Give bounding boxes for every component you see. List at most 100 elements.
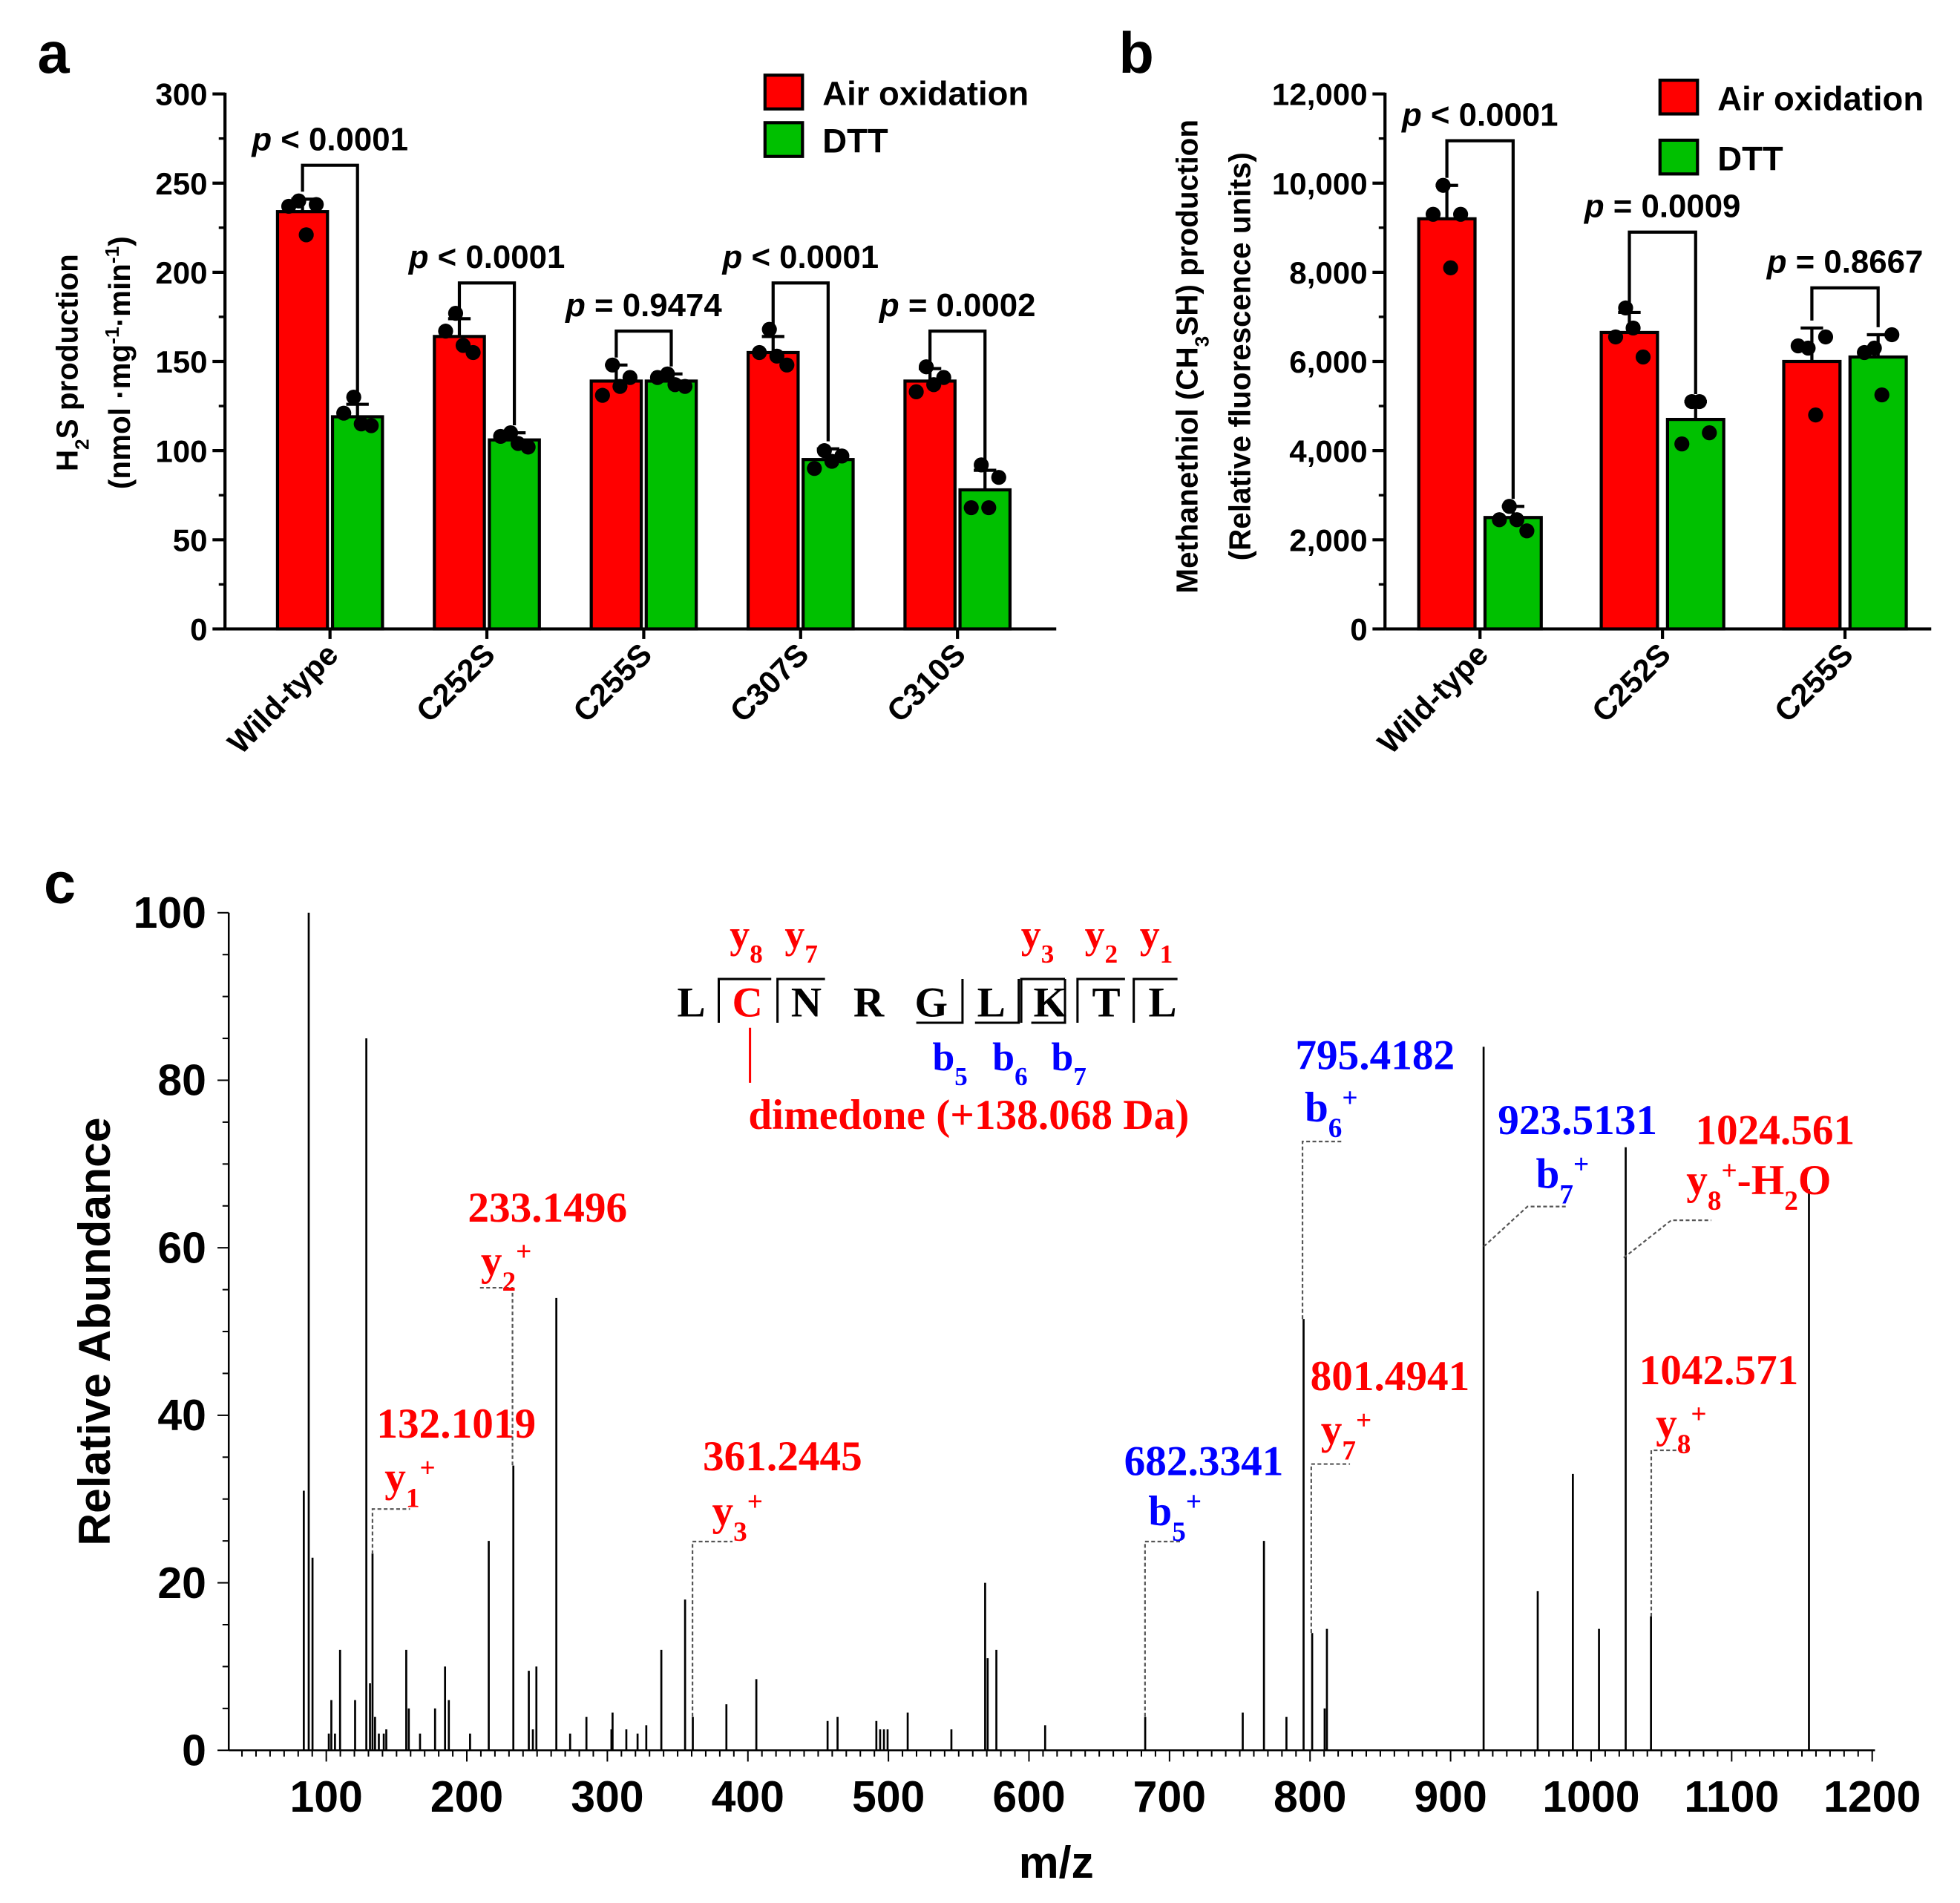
text-part: (nmol ·mg xyxy=(102,344,137,489)
y-ion-marker: y2 xyxy=(1085,912,1118,969)
data-point xyxy=(1691,393,1707,410)
ion-label: y8+ xyxy=(1656,1399,1706,1460)
data-point xyxy=(752,344,767,361)
text-part: + xyxy=(1186,1487,1202,1517)
y-tick-label: 60 xyxy=(157,1224,206,1272)
y-tick-label: 0 xyxy=(1350,612,1367,647)
ion-label: b5+ xyxy=(1148,1487,1202,1547)
legend-label-air: Air oxidation xyxy=(822,75,1029,113)
fragmentation-mark xyxy=(974,979,1020,1024)
p-symbol: p xyxy=(1401,96,1431,133)
data-point xyxy=(667,377,683,393)
y-tick-label: 12,000 xyxy=(1272,77,1368,112)
peptide-residue: L xyxy=(677,980,705,1026)
p-value: < 0.0001 xyxy=(1431,96,1559,133)
data-point xyxy=(336,405,352,421)
text-part: 3 xyxy=(1191,336,1213,347)
p-value: = 0.9474 xyxy=(594,287,722,324)
text-part: 2 xyxy=(1105,939,1118,968)
y-axis-label-units: (Relative fluorescence units) xyxy=(1222,152,1256,560)
ion-label: b7+ xyxy=(1536,1149,1590,1210)
x-tick-label: 800 xyxy=(1274,1773,1346,1821)
x-tick-label: C255S xyxy=(566,637,658,729)
bar-dtt xyxy=(644,379,698,631)
legend-label-air: Air oxidation xyxy=(1717,79,1924,117)
peptide-residue: G xyxy=(915,980,948,1026)
text-part: 2 xyxy=(1784,1185,1798,1216)
data-point xyxy=(309,197,324,212)
ion-label: y7+ xyxy=(1321,1405,1371,1466)
peak-mz-label: 801.4941 xyxy=(1311,1353,1470,1400)
data-point xyxy=(991,470,1006,485)
data-point xyxy=(1818,329,1834,345)
peak-mz-label: 1042.571 xyxy=(1639,1347,1799,1394)
data-point xyxy=(281,198,297,214)
y-ion-marker: y3 xyxy=(1021,912,1054,969)
y-tick-label: 40 xyxy=(157,1392,206,1440)
text-part: 2 xyxy=(71,439,93,450)
peptide-residue: N xyxy=(791,980,822,1026)
b-ion-marker: b7 xyxy=(1051,1035,1086,1091)
bar-air-oxidation xyxy=(1782,359,1842,631)
p-value: = 0.8667 xyxy=(1796,244,1924,281)
text-part: SH) production xyxy=(1170,119,1204,336)
data-point xyxy=(824,453,840,469)
legend-label-dtt: DTT xyxy=(822,122,888,160)
text-part: 7 xyxy=(804,939,818,968)
text-part: b xyxy=(1148,1488,1172,1535)
text-part: b xyxy=(1305,1084,1328,1131)
x-tick-label: 600 xyxy=(992,1773,1065,1821)
data-point xyxy=(1519,523,1535,539)
data-point xyxy=(438,324,453,339)
annotation-leader-line xyxy=(1301,1140,1343,1320)
p-value-label: p < 0.0001 xyxy=(722,239,879,275)
y-tick-label: 4,000 xyxy=(1289,433,1367,468)
significance-bracket xyxy=(1445,139,1515,500)
y-tick-label: 50 xyxy=(173,523,208,557)
ion-label: b6+ xyxy=(1305,1083,1358,1144)
data-point xyxy=(612,379,628,394)
x-tick-label: Wild-type xyxy=(221,637,345,761)
x-tick-label: 100 xyxy=(289,1773,362,1821)
data-point xyxy=(649,370,666,385)
data-point xyxy=(918,359,934,375)
p-value: < 0.0001 xyxy=(751,239,879,275)
annotation-leader-line xyxy=(371,1508,410,1554)
peak-mz-label: 233.1496 xyxy=(468,1185,627,1231)
text-part: 8 xyxy=(1677,1429,1691,1460)
data-point xyxy=(1790,338,1806,354)
p-value: = 0.0002 xyxy=(908,287,1036,324)
text-part: 5 xyxy=(954,1062,968,1091)
text-part: + xyxy=(516,1237,531,1267)
significance-bracket xyxy=(614,330,673,367)
bar-air-oxidation xyxy=(1599,330,1659,631)
text-part: -1 xyxy=(101,246,123,263)
y-tick-label: 100 xyxy=(134,889,206,937)
y-ion-marker: y1 xyxy=(1140,912,1173,969)
peak-mz-label: 361.2445 xyxy=(703,1433,862,1480)
p-value-label: p = 0.0009 xyxy=(1584,189,1741,225)
text-part: 2 xyxy=(502,1267,517,1297)
significance-bracket xyxy=(1628,230,1697,394)
data-point xyxy=(1635,349,1651,365)
x-tick-label: 1200 xyxy=(1823,1773,1921,1821)
y-axis-label: Methanethiol (CH3SH) production xyxy=(1170,119,1213,594)
data-point xyxy=(1492,512,1507,528)
text-part: y xyxy=(1021,912,1041,957)
text-part: 8 xyxy=(750,939,763,968)
peptide-residue: R xyxy=(853,980,885,1026)
x-tick-label: C252S xyxy=(1585,637,1677,729)
fragmentation-mark xyxy=(916,979,964,1024)
bar-air-oxidation xyxy=(433,335,486,631)
data-point xyxy=(1702,425,1717,441)
text-part: 7 xyxy=(1073,1062,1086,1091)
text-part: y xyxy=(1686,1157,1708,1204)
data-point xyxy=(926,377,942,393)
data-point xyxy=(353,416,369,432)
ion-label: y1+ xyxy=(384,1452,435,1513)
y-tick-label: 2,000 xyxy=(1289,523,1367,557)
text-part: y xyxy=(1656,1401,1677,1447)
text-part: 1 xyxy=(1160,939,1173,968)
text-part: 6 xyxy=(1328,1113,1343,1144)
